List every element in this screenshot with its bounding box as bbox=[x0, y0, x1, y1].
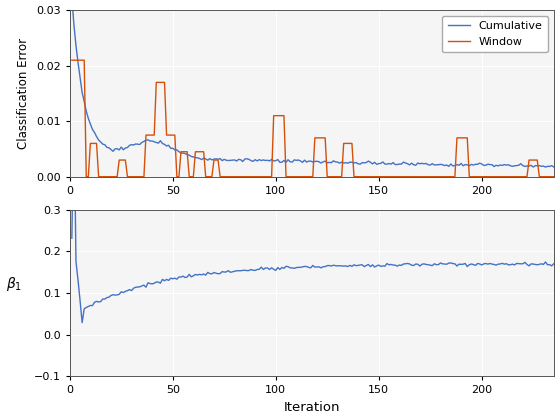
Window bbox=[254, 174, 260, 179]
Window bbox=[202, 174, 209, 179]
Window bbox=[550, 174, 557, 179]
Cumulative bbox=[451, 163, 458, 168]
Cumulative bbox=[200, 156, 207, 161]
Cumulative bbox=[476, 161, 483, 166]
X-axis label: Iteration: Iteration bbox=[283, 401, 340, 414]
Line: Cumulative: Cumulative bbox=[72, 0, 554, 167]
Cumulative bbox=[340, 160, 347, 165]
Window bbox=[478, 174, 485, 179]
Window bbox=[83, 174, 90, 179]
Y-axis label: Classification Error: Classification Error bbox=[17, 38, 30, 149]
Legend: Cumulative, Window: Cumulative, Window bbox=[442, 16, 548, 52]
Y-axis label: $\beta_1$: $\beta_1$ bbox=[6, 275, 22, 293]
Window bbox=[91, 141, 98, 146]
Cumulative bbox=[542, 165, 549, 170]
Cumulative bbox=[550, 165, 557, 170]
Line: Window: Window bbox=[72, 60, 554, 177]
Window bbox=[454, 135, 460, 140]
Window bbox=[68, 58, 75, 63]
Cumulative bbox=[252, 157, 259, 162]
Cumulative bbox=[89, 127, 96, 132]
Window bbox=[342, 141, 349, 146]
